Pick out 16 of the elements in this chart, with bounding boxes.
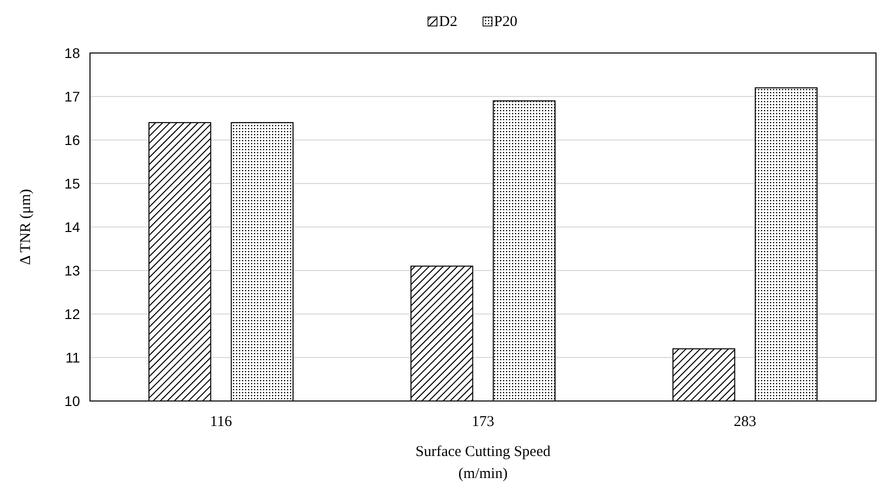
y-tick-label: 12 bbox=[64, 306, 80, 322]
x-tick-label: 283 bbox=[734, 414, 756, 430]
y-tick-label: 14 bbox=[64, 218, 80, 235]
y-axis-title: Δ TNR (μm) bbox=[18, 188, 34, 266]
x-axis-title: Surface Cutting Speed (m/min) bbox=[416, 444, 551, 482]
y-tick-label: 10 bbox=[64, 392, 80, 409]
legend-label: P20 bbox=[494, 14, 518, 30]
x-tick-label: 116 bbox=[210, 414, 232, 430]
y-tick-label: 15 bbox=[64, 175, 80, 192]
y-tick-label: 18 bbox=[64, 44, 80, 61]
x-tick-label: 173 bbox=[472, 414, 494, 430]
legend-label: D2 bbox=[439, 14, 458, 30]
y-tick-label: 11 bbox=[65, 349, 80, 366]
y-tick-label: 17 bbox=[64, 88, 80, 104]
y-tick-label: 13 bbox=[64, 262, 80, 278]
y-tick-label: 16 bbox=[64, 132, 80, 148]
